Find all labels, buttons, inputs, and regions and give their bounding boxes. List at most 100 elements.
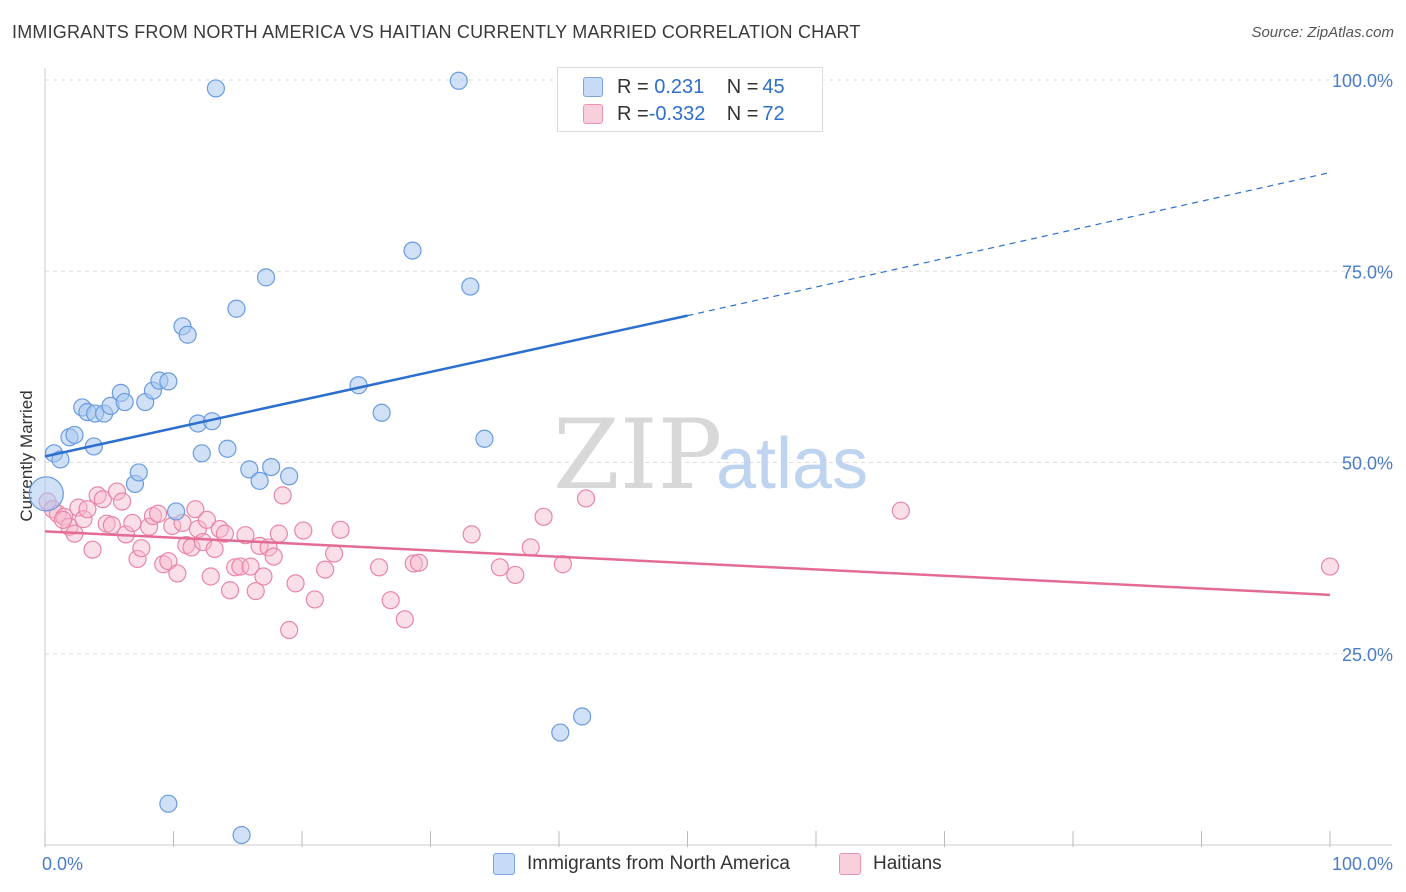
x-tick-label: 100.0% [1332,854,1393,874]
axes [44,68,1392,847]
haitians-point [316,560,335,579]
haitians-point [273,486,292,505]
legend-row-haitians: R = -0.332 N = 72 [558,101,785,127]
watermark-atlas: atlas [716,424,868,504]
haitians-point [93,490,112,509]
haitians-point [107,482,127,501]
haitians-point [231,557,250,576]
immigrants-point [372,403,391,422]
immigrants-point [159,794,178,813]
haitians-point [241,557,260,576]
correlation-legend: R = 0.231 N = 45 R = -0.332 N = 72 [557,67,823,132]
legend-swatch-pink [839,853,861,875]
immigrants-point [403,241,422,260]
haitians-point [83,540,102,559]
y-tick-label: 25.0% [1342,645,1393,665]
legend-r-value: -0.332 [648,102,706,125]
immigrants-point [28,476,64,512]
legend-swatch-blue [493,853,515,875]
immigrants-point [115,392,134,412]
immigrants-trend-line [44,314,688,458]
bottom-legend-haitians: Haitians [839,851,942,877]
haitians-point [325,544,344,563]
watermark: ZIP atlas [553,399,868,511]
immigrants-point [166,502,186,521]
haitians-point [331,520,350,539]
immigrants-point [256,268,276,287]
haitians-point [168,564,187,583]
haitians-point [53,510,73,529]
watermark-zip: ZIP [553,399,722,511]
legend-swatch-blue [583,77,603,97]
haitians-point [132,539,151,558]
haitians-points [38,482,1340,640]
haitians-point [521,538,540,557]
haitians-point [294,521,313,540]
immigrants-point [178,325,197,344]
immigrants-point [192,444,211,463]
legend-n-value: 45 [762,75,785,98]
immigrants-point [129,463,148,482]
legend-n-label: N = [726,102,759,125]
legend-row-immigrants: R = 0.231 N = 45 [558,74,785,100]
haitians-point [409,553,429,572]
immigrants-point [449,71,468,90]
legend-r-label: R = [617,75,649,98]
haitians-point [395,610,414,629]
haitians-point [226,558,245,577]
haitians-point [78,500,97,519]
immigrants-point [551,723,570,742]
haitians-point [490,558,509,577]
legend-label-immigrants: Immigrants from North America [527,853,790,874]
immigrants-point [65,425,84,445]
immigrants-point [573,707,592,726]
immigrants-point [250,471,269,490]
haitians-point [381,591,400,610]
haitians-point [576,489,596,508]
haitians-point [1320,557,1340,576]
haitians-point [220,581,240,600]
haitians-trend-line [44,530,1331,597]
haitians-point [269,524,288,543]
haitians-point [462,525,481,544]
immigrants-point [280,467,299,486]
haitians-point [264,547,283,566]
y-tick-label: 50.0% [1342,454,1393,474]
haitians-point [305,590,324,609]
haitians-point [74,510,93,529]
haitians-point [55,507,74,526]
haitians-point [197,510,217,529]
immigrants-point [475,429,494,448]
haitians-point [154,555,173,574]
x-tick-label: 0.0% [42,854,83,874]
haitians-point [123,513,142,533]
haitians-point [205,539,224,559]
haitians-point [534,507,553,526]
legend-n-label: N = [726,75,759,98]
trend-lines [44,171,1331,597]
chart-title: IMMIGRANTS FROM NORTH AMERICA VS HAITIAN… [12,22,861,42]
haitians-point [280,620,299,640]
immigrants-point [206,79,226,98]
y-tick-label: 100.0% [1332,71,1393,91]
immigrants-point [262,457,281,477]
immigrants-point [218,439,237,458]
haitians-point [286,574,305,593]
haitians-point [891,501,910,520]
haitians-point [128,549,147,568]
haitians-point [254,567,273,586]
immigrants-point [240,460,259,479]
legend-swatch-pink [583,104,603,124]
bottom-legend-immigrants: Immigrants from North America [493,851,790,877]
haitians-point [69,498,88,517]
haitians-point [506,565,525,585]
haitians-point [148,504,168,523]
source-label: Source: ZipAtlas.com [1251,24,1394,41]
haitians-point [215,524,234,543]
haitians-point [236,526,255,545]
legend-label-haitians: Haitians [873,853,942,874]
haitians-point [159,552,178,571]
haitians-point [201,567,220,586]
haitians-point [246,581,265,601]
